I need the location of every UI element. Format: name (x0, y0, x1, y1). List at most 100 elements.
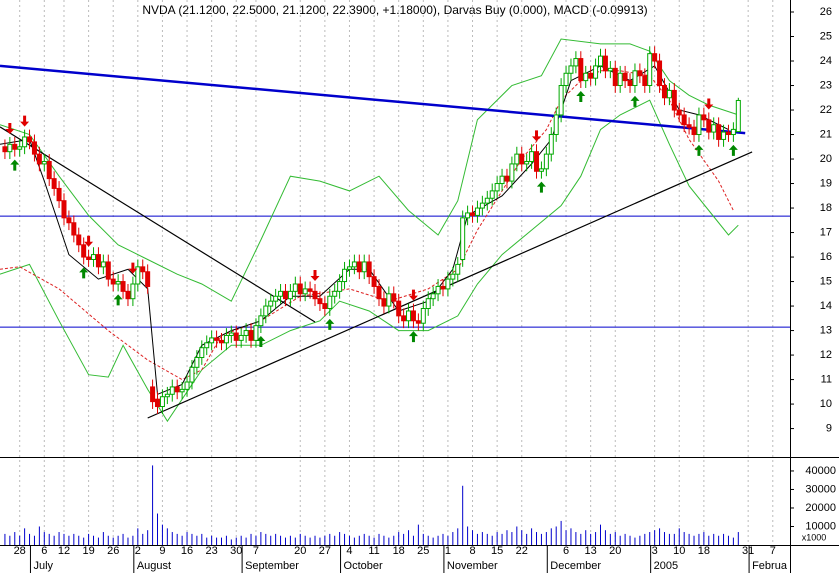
volume-bar (260, 532, 262, 545)
volume-bar (668, 533, 670, 545)
volume-bar (201, 533, 203, 545)
candle-body (725, 131, 731, 136)
candle-body (297, 283, 303, 295)
candle-body (430, 293, 436, 300)
month-label: August (137, 560, 171, 572)
volume-bar (506, 530, 508, 545)
volume-bar (373, 537, 375, 545)
volume-bar (88, 533, 90, 545)
candle-body (735, 99, 741, 133)
candle-body (396, 300, 402, 317)
volume-bar (294, 537, 296, 545)
volume-bar (152, 465, 154, 545)
candle-body (602, 55, 608, 72)
volume-bar (619, 535, 621, 545)
candle-body (140, 266, 146, 273)
x-tick-label: 27 (319, 545, 331, 557)
volume-bar (649, 532, 651, 545)
candle-body (435, 285, 441, 295)
volume-bar (363, 533, 365, 545)
x-tick-label: 20 (294, 545, 306, 557)
candle-body (504, 175, 510, 182)
volume-bar (683, 532, 685, 545)
volume-bar (29, 533, 31, 545)
candle-body (661, 85, 667, 99)
volume-bar (481, 532, 483, 545)
volume-bar (560, 520, 562, 545)
volume-tick-label: 30000 (805, 483, 836, 495)
volume-bar (516, 526, 518, 545)
volume-bar (309, 537, 311, 545)
candle-body (2, 146, 8, 153)
volume-bar (245, 537, 247, 545)
candle-body (27, 136, 33, 143)
y-tick-label: 17 (820, 226, 832, 238)
volume-tick-label: 40000 (805, 465, 836, 477)
candle-body (627, 80, 633, 87)
volume-bar (280, 535, 282, 545)
volume-bar (117, 535, 119, 545)
candle-body (425, 298, 431, 310)
volume-bar (9, 535, 11, 545)
volume-bar (580, 533, 582, 545)
candle-body (189, 366, 195, 383)
candle-body (169, 386, 175, 395)
candle-body (474, 207, 480, 216)
y-tick-label: 10 (820, 398, 832, 410)
candle-body (686, 124, 692, 128)
volume-bar (127, 537, 129, 545)
x-tick-label: 12 (58, 545, 70, 557)
candle-body (46, 160, 52, 180)
buy-signal (408, 331, 418, 343)
x-tick-label: 4 (346, 545, 352, 557)
buy-signal (325, 318, 335, 330)
sell-signal (704, 98, 714, 110)
volume-bar (718, 535, 720, 545)
y-tick-label: 23 (820, 79, 832, 91)
volume-bar (693, 535, 695, 545)
volume-bar (161, 524, 163, 545)
month-label: November (447, 560, 498, 572)
volume-bar (531, 528, 533, 545)
candle-body (125, 290, 131, 300)
volume-bar (122, 533, 124, 545)
volume-bar (595, 532, 597, 545)
volume-bar (654, 530, 656, 545)
volume-bar (329, 533, 331, 545)
volume-bar (176, 533, 178, 545)
candle-body (71, 222, 77, 236)
candle-body (538, 168, 544, 172)
candle-body (120, 281, 126, 292)
volume-bar (344, 533, 346, 545)
volume-bar (393, 535, 395, 545)
volume-bar (624, 533, 626, 545)
x-tick-label: 7 (770, 545, 776, 557)
candle-body (671, 89, 677, 111)
candle-body (730, 128, 736, 136)
candle-body (415, 320, 421, 324)
volume-bar (678, 528, 680, 545)
y-tick-label: 9 (826, 422, 832, 434)
candle-body (307, 288, 313, 292)
trend-line (0, 64, 746, 135)
y-tick-label: 14 (820, 300, 832, 312)
candle-body (391, 293, 397, 302)
candle-body (209, 337, 215, 344)
x-tick-label: 6 (41, 545, 47, 557)
volume-bar (412, 535, 414, 545)
candle-body (647, 53, 653, 87)
candle-body (701, 114, 707, 121)
candle-body (110, 278, 116, 285)
candle-body (7, 143, 13, 153)
month-label: 2005 (654, 560, 678, 572)
candle-body (401, 315, 407, 322)
volume-bar (723, 533, 725, 545)
y-tick-label: 21 (820, 128, 832, 140)
volume-bar (555, 526, 557, 545)
month-label: October (344, 560, 383, 572)
volume-unit: x1000 (802, 532, 827, 542)
chart-title: NVDA (21.1200, 22.5000, 21.1200, 22.3900… (142, 3, 647, 17)
volume-bar (240, 535, 242, 545)
candle-body (150, 386, 156, 403)
